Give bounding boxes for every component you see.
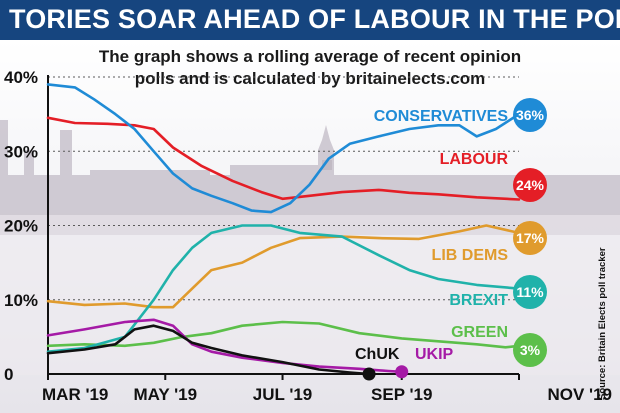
x-axis: MAR '19 MAY '19 JUL '19 SEP '19 NOV '19	[42, 373, 612, 404]
y-axis: 0 10% 20% 30% 40%	[4, 68, 49, 384]
end-value-label: 17%	[516, 230, 545, 246]
series-name-label: ChUK	[355, 346, 400, 363]
subtitle-line-1: The graph shows a rolling average of rec…	[98, 47, 522, 66]
end-value-badge	[513, 221, 547, 255]
series-labels: CONSERVATIVES 36% LABOUR 24% LIB DEMS 17% BREX…	[355, 98, 547, 381]
series-name-label: CONSERVATIVES	[374, 108, 509, 125]
y-tick-label: 40%	[4, 68, 38, 87]
end-value-badge	[513, 98, 547, 132]
end-value-label: 11%	[516, 284, 544, 300]
x-tick-label: MAR '19	[42, 385, 108, 404]
y-tick-label: 0	[4, 365, 13, 384]
gridlines	[48, 76, 519, 301]
end-value-label: 24%	[516, 177, 545, 193]
end-value-badge	[513, 333, 547, 367]
series-line-labour	[46, 116, 521, 201]
series-line-brexit	[46, 224, 521, 353]
x-tick-label: NOV '19	[547, 385, 612, 404]
headline: TORIES SOAR AHEAD OF LABOUR IN THE POLLS	[9, 4, 620, 34]
series-name-label: LIB DEMS	[432, 247, 509, 264]
end-value-badge	[513, 275, 547, 309]
y-tick-label: 20%	[4, 217, 38, 236]
end-value-label: 36%	[516, 107, 545, 123]
series-line-conservatives	[46, 83, 521, 214]
series-line-chuk	[46, 324, 371, 376]
series-end-marker	[395, 365, 409, 379]
series-end-marker	[362, 367, 376, 381]
series-name-label: GREEN	[451, 324, 508, 341]
source-note: Source: Britain Elects poll tracker	[597, 247, 608, 400]
series-line-ukip	[46, 318, 403, 374]
x-tick-label: SEP '19	[371, 385, 432, 404]
x-tick-label: MAY '19	[133, 385, 197, 404]
series-name-label: BREXIT	[449, 292, 508, 309]
series-name-label: LABOUR	[440, 151, 509, 168]
y-tick-label: 10%	[4, 291, 38, 310]
subtitle-line-2: polls and is calculated by britainelects…	[134, 69, 486, 88]
y-tick-label: 30%	[4, 142, 38, 161]
series-line-lib-dems	[46, 224, 521, 309]
title-banner: TORIES SOAR AHEAD OF LABOUR IN THE POLLS	[0, 0, 620, 40]
end-value-badge	[513, 168, 547, 202]
series-lines	[46, 83, 521, 376]
end-value-label: 3%	[520, 342, 541, 358]
x-tick-label: JUL '19	[253, 385, 312, 404]
series-line-green	[46, 320, 521, 349]
series-name-label: UKIP	[415, 346, 454, 363]
